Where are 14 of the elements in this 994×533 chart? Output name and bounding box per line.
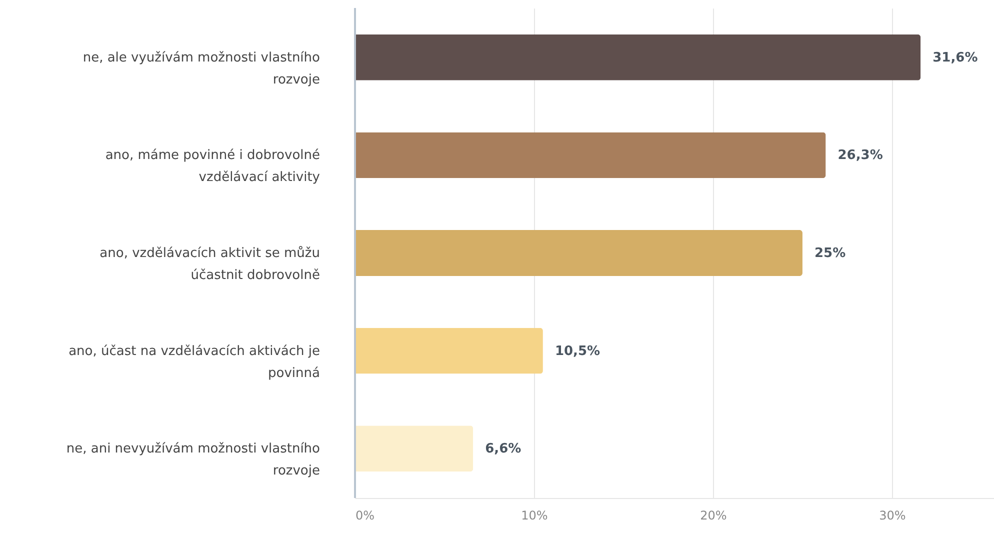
data-label: 6,6% bbox=[485, 442, 522, 457]
data-label: 31,6% bbox=[932, 50, 978, 66]
y-tick-label: ano, máme povinné i dobrovolné vzdělávací aktivity bbox=[105, 148, 320, 186]
data-label: 26,3% bbox=[838, 148, 883, 164]
y-tick-label: ne, ale využívám možnosti vlastního rozvoje bbox=[82, 50, 320, 88]
y-tick-label: ne, ani nevyužívám možnosti vlastního rozvoje bbox=[66, 442, 320, 479]
x-tick-label: 0% bbox=[356, 508, 375, 522]
x-tick-label: 20% bbox=[700, 508, 727, 522]
data-label: 10,5% bbox=[554, 344, 600, 359]
x-tick-label: 10% bbox=[521, 508, 548, 522]
x-tick-label: 30% bbox=[879, 508, 906, 522]
data-label: 25% bbox=[814, 246, 846, 261]
y-tick-label: ano, účast na vzdělávacích aktivách je povinná bbox=[68, 344, 320, 381]
y-tick-label: ano, vzdělávacích aktivit se můžu účastnit dobrovolně bbox=[100, 245, 320, 283]
